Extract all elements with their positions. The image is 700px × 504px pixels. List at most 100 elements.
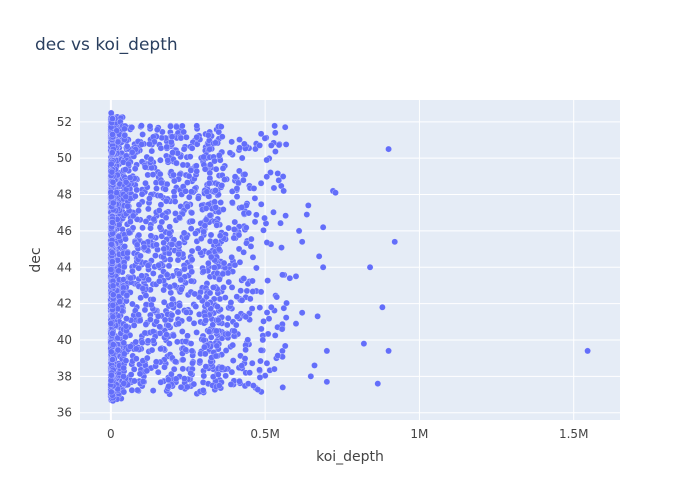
- scatter-point: [190, 320, 198, 327]
- scatter-point: [142, 218, 150, 225]
- scatter-point: [233, 313, 241, 320]
- scatter-point: [263, 239, 271, 246]
- scatter-point: [206, 212, 214, 219]
- scatter-point: [182, 188, 189, 195]
- scatter-point: [225, 224, 232, 232]
- scatter-point: [176, 214, 183, 221]
- scatter-point: [267, 169, 274, 176]
- scatter-point: [121, 243, 128, 250]
- scatter-point: [215, 371, 222, 378]
- scatter-point: [148, 147, 155, 155]
- scatter-point: [222, 347, 230, 354]
- scatter-point: [240, 249, 247, 256]
- scatter-point: [187, 167, 195, 174]
- scatter-point: [153, 358, 160, 366]
- scatter-point: [122, 166, 129, 173]
- scatter-point: [201, 343, 208, 351]
- scatter-point: [216, 232, 224, 239]
- scatter-point: [231, 327, 238, 335]
- scatter-point: [282, 212, 289, 219]
- scatter-point: [314, 313, 321, 320]
- scatter-point: [219, 133, 226, 140]
- scatter-point: [107, 109, 115, 117]
- scatter-point: [124, 249, 131, 257]
- scatter-point: [177, 383, 185, 391]
- scatter-point: [130, 322, 138, 329]
- scatter-point: [268, 304, 275, 311]
- scatter-point: [295, 227, 303, 235]
- scatter-point: [168, 370, 175, 378]
- scatter-point: [133, 186, 140, 194]
- scatter-point: [366, 264, 374, 271]
- scatter-point: [385, 347, 392, 355]
- scatter-point: [241, 140, 248, 148]
- scatter-point: [129, 212, 137, 220]
- scatter-point: [279, 271, 286, 279]
- scatter-point: [153, 241, 160, 249]
- scatter-point: [282, 314, 290, 321]
- scatter-point: [127, 343, 134, 350]
- scatter-point: [108, 241, 115, 248]
- scatter-point: [161, 363, 168, 371]
- scatter-point: [124, 202, 131, 210]
- scatter-point: [218, 364, 226, 371]
- scatter-point: [139, 224, 146, 232]
- scatter-point: [280, 304, 288, 312]
- scatter-point: [123, 292, 131, 299]
- scatter-point: [168, 301, 175, 308]
- scatter-point: [120, 388, 128, 396]
- scatter-point: [135, 231, 143, 239]
- scatter-point: [270, 209, 277, 216]
- scatter-point: [212, 352, 220, 360]
- scatter-point: [235, 245, 243, 253]
- scatter-point: [242, 346, 249, 354]
- scatter-point: [233, 321, 240, 329]
- scatter-point: [192, 230, 199, 237]
- scatter-point: [212, 238, 219, 245]
- x-tick-label: 1M: [410, 427, 428, 441]
- scatter-point: [241, 171, 249, 178]
- scatter-point: [282, 141, 290, 148]
- scatter-point: [155, 261, 162, 269]
- scatter-point: [184, 179, 191, 186]
- scatter-point: [206, 238, 214, 245]
- scatter-point: [181, 375, 188, 382]
- scatter-point: [135, 207, 142, 214]
- scatter-point: [184, 203, 191, 210]
- scatter-point: [120, 339, 128, 347]
- scatter-point: [257, 288, 265, 296]
- scatter-point: [140, 243, 148, 251]
- scatter-point: [163, 331, 170, 338]
- scatter-point: [292, 273, 300, 280]
- scatter-point: [224, 321, 231, 329]
- scatter-point: [203, 188, 211, 195]
- scatter-point: [257, 357, 264, 365]
- scatter-point: [175, 250, 182, 258]
- scatter-point: [156, 170, 164, 178]
- scatter-point: [179, 356, 187, 364]
- scatter-point: [195, 245, 202, 252]
- scatter-point: [247, 243, 255, 250]
- scatter-point: [236, 136, 243, 143]
- scatter-point: [142, 292, 150, 299]
- scatter-point: [214, 303, 221, 310]
- scatter-point: [235, 231, 243, 239]
- scatter-point: [242, 224, 250, 231]
- scatter-point: [155, 368, 162, 376]
- scatter-point: [263, 360, 271, 367]
- scatter-point: [248, 305, 256, 312]
- scatter-point: [188, 188, 195, 195]
- scatter-point: [156, 224, 164, 231]
- scatter-point: [125, 229, 133, 237]
- scatter-point: [307, 373, 315, 380]
- scatter-point: [122, 235, 129, 243]
- scatter-point: [298, 309, 306, 316]
- scatter-point: [218, 182, 225, 189]
- scatter-point: [170, 365, 178, 373]
- scatter-point: [179, 365, 187, 373]
- scatter-point: [186, 315, 193, 323]
- scatter-point: [229, 341, 236, 349]
- scatter-point: [268, 142, 275, 149]
- scatter-point: [163, 143, 170, 151]
